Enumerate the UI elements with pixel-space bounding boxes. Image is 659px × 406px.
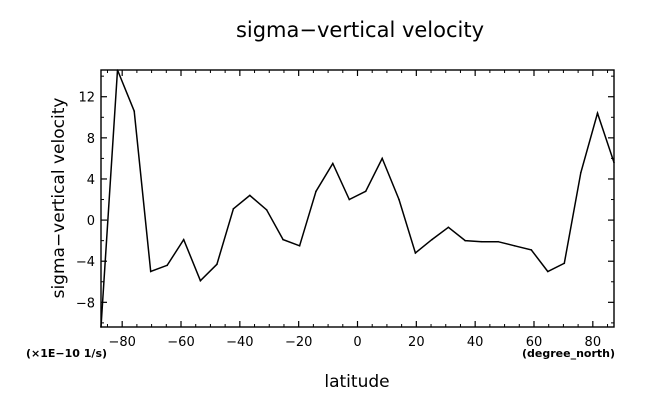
data-point [497, 240, 499, 243]
data-point [579, 172, 582, 174]
data-point [232, 207, 235, 210]
y-tick-label: −4 [76, 255, 95, 270]
x-tick-label: −20 [285, 335, 312, 350]
data-point [464, 239, 466, 242]
x-tick-label: −60 [167, 335, 194, 350]
data-point [513, 244, 516, 247]
x-axis-units: (degree_north) [522, 347, 615, 360]
data-point [182, 238, 185, 241]
data-point [398, 198, 400, 201]
data-point [480, 240, 483, 243]
data-point [282, 238, 284, 241]
x-tick-label: 0 [353, 335, 361, 350]
data-point [331, 162, 334, 165]
data-point [216, 263, 218, 266]
data-point [613, 161, 615, 164]
data-point [447, 226, 450, 229]
y-tick-label: 4 [87, 173, 95, 188]
series-group [100, 69, 615, 328]
data-point [265, 209, 268, 211]
data-point [116, 69, 119, 71]
x-tick-label: 40 [467, 335, 484, 350]
y-tick-label: 8 [87, 132, 95, 147]
series-line [100, 69, 615, 328]
x-tick-label: 20 [408, 335, 425, 350]
data-point [596, 112, 599, 114]
y-axis-units: (×1E−10 1/s) [26, 347, 107, 360]
data-point [199, 279, 202, 282]
y-tick-label: 12 [78, 91, 95, 106]
y-axis-label: sigma−vertical velocity [49, 98, 69, 299]
data-point [431, 238, 433, 241]
data-point [348, 198, 351, 201]
data-point [547, 270, 549, 273]
x-axis-ticks: −80 −60 −40 −20 0 20 40 60 80 [106, 70, 609, 350]
data-point [364, 190, 367, 193]
y-axis-ticks: −8 −4 0 4 8 12 [76, 75, 614, 324]
data-point [100, 326, 102, 328]
data-point [249, 194, 251, 197]
data-point [530, 249, 533, 251]
data-point [298, 244, 301, 247]
data-point [381, 157, 384, 160]
x-axis-label: latitude [324, 372, 389, 392]
data-point [166, 264, 168, 267]
plot-frame [100, 69, 615, 328]
x-tick-label: 80 [585, 335, 602, 350]
y-tick-label: −8 [76, 296, 95, 311]
y-tick-label: 0 [87, 214, 95, 229]
data-point [414, 252, 417, 254]
data-point [563, 262, 566, 265]
x-tick-label: 60 [526, 335, 543, 350]
data-point [149, 270, 152, 273]
chart-title: sigma−vertical velocity [236, 18, 484, 42]
x-tick-label: −40 [226, 335, 253, 350]
data-point [315, 190, 317, 193]
data-point [133, 110, 136, 112]
x-tick-label: −80 [108, 335, 135, 350]
